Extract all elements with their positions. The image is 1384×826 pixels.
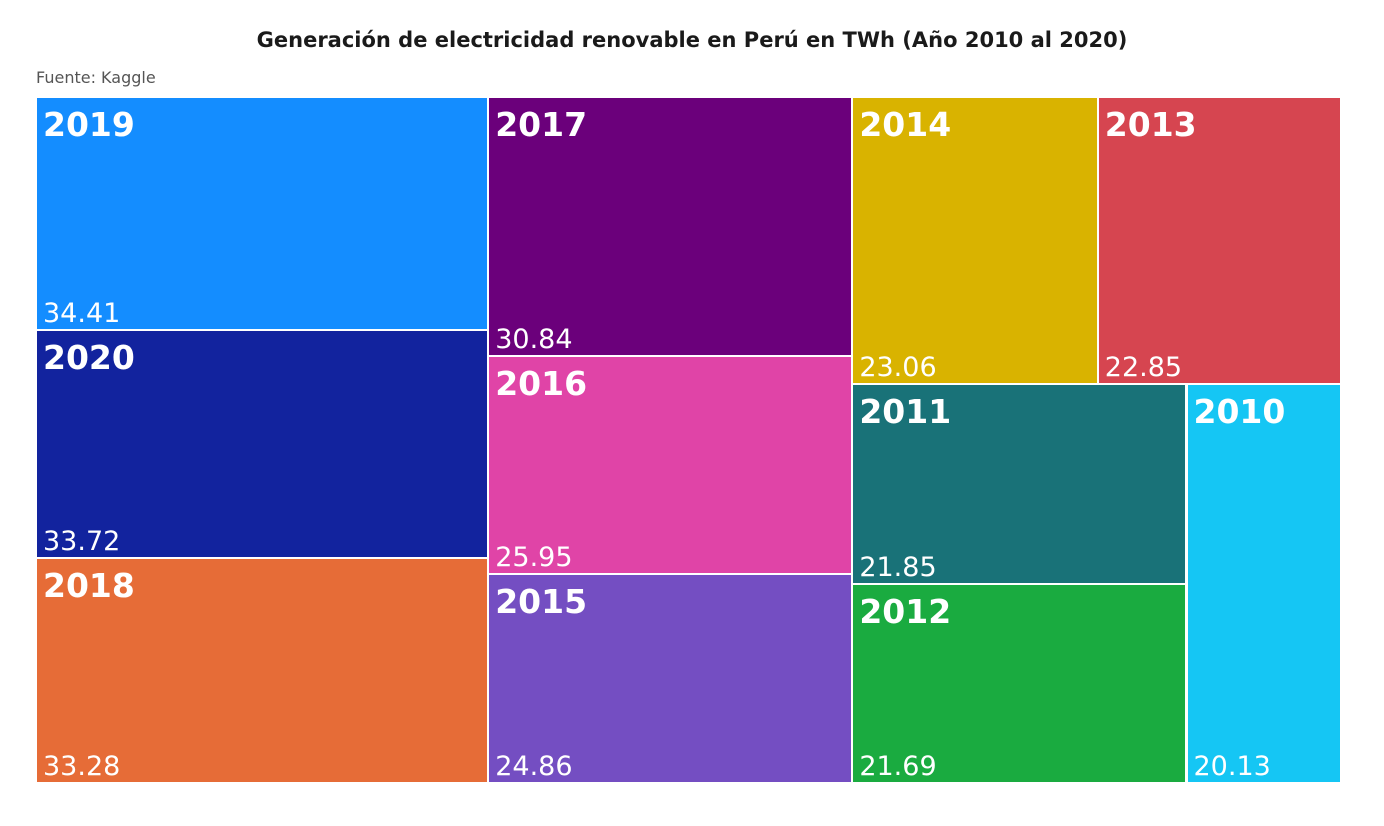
tile-year-label: 2014 (859, 105, 952, 144)
tile-value-label: 20.13 (1193, 750, 1271, 782)
tile-year-label: 2016 (495, 364, 588, 404)
treemap-tile-2012[interactable]: 2012 21.69 (852, 584, 1187, 783)
treemap-tile-2019[interactable]: 2019 34.41 (36, 97, 489, 330)
treemap-tile-2018[interactable]: 2018 33.28 (36, 557, 489, 783)
chart-title: Generación de electricidad renovable en … (256, 28, 1128, 52)
tile-value-label: 24.86 (495, 750, 573, 782)
tile-year-label: 2018 (43, 565, 135, 605)
tile-value-label: 22.85 (1104, 352, 1183, 384)
tile-year-label: 2019 (43, 105, 135, 144)
tile-value-label: 33.28 (43, 750, 121, 782)
tile-year-label: 2010 (1193, 392, 1286, 432)
tile-value-label: 34.41 (43, 297, 121, 329)
treemap-chart: 2019 34.41 2020 33.72 2018 33.28 2017 30.84 2016… (36, 97, 1341, 783)
treemap-tile-2017[interactable]: 2017 30.84 (488, 97, 853, 357)
tile-value-label: 30.84 (495, 324, 573, 356)
tile-year-label: 2011 (859, 392, 952, 432)
tile-value-label: 21.85 (859, 552, 937, 584)
tile-year-label: 2017 (495, 105, 588, 144)
treemap-tile-2016[interactable]: 2016 25.95 (488, 356, 853, 575)
tile-year-label: 2015 (495, 582, 588, 622)
treemap-tile-2020[interactable]: 2020 33.72 (36, 329, 489, 558)
treemap-tile-2011[interactable]: 2011 21.85 (852, 384, 1187, 585)
tile-year-label: 2013 (1104, 105, 1197, 144)
tile-value-label: 23.06 (859, 352, 937, 384)
treemap-tile-2013[interactable]: 2013 22.85 (1097, 97, 1341, 385)
treemap-tile-2014[interactable]: 2014 23.06 (852, 97, 1098, 385)
chart-source: Fuente: Kaggle (36, 68, 156, 87)
tile-value-label: 21.69 (859, 750, 937, 782)
treemap-tile-2010[interactable]: 2010 20.13 (1186, 384, 1341, 783)
tile-value-label: 33.72 (43, 525, 121, 557)
tile-year-label: 2020 (43, 337, 135, 377)
tile-year-label: 2012 (859, 592, 952, 632)
treemap-tile-2015[interactable]: 2015 24.86 (488, 574, 853, 783)
tile-value-label: 25.95 (495, 542, 573, 574)
